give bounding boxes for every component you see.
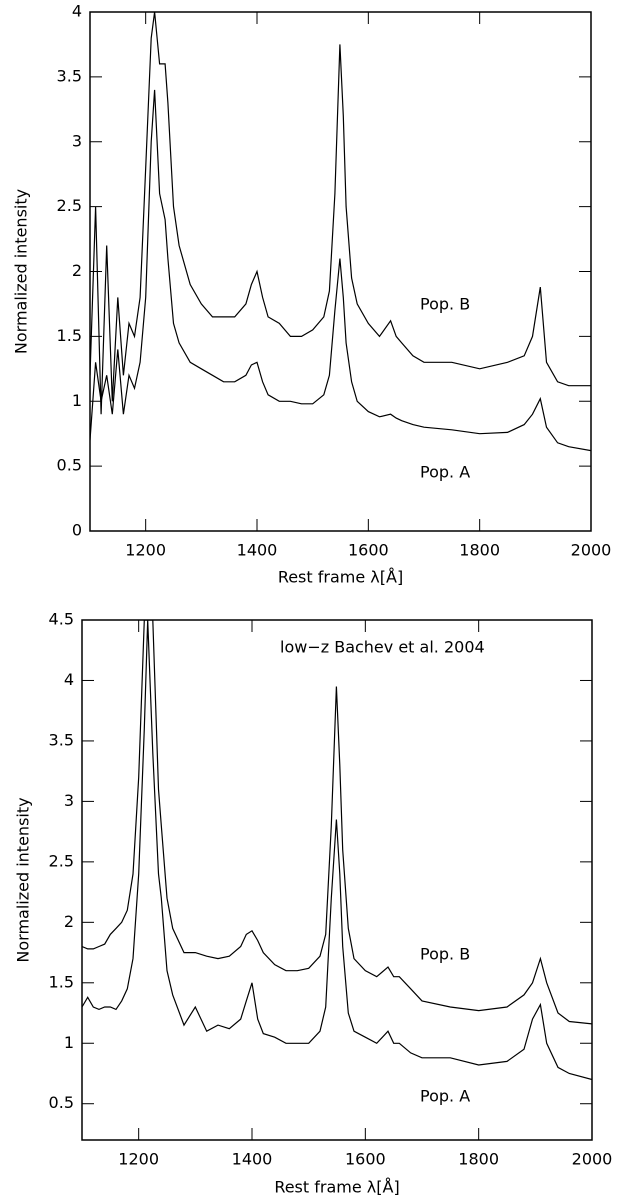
y-tick-label: 1 (72, 391, 82, 410)
y-tick-label: 1.5 (57, 326, 82, 345)
y-tick-label: 0 (72, 521, 82, 540)
y-tick-label: 2.5 (49, 851, 74, 870)
annotation: Pop. B (420, 295, 470, 314)
y-tick-label: 0.5 (57, 456, 82, 475)
x-tick-label: 1800 (458, 1150, 499, 1169)
x-tick-label: 1600 (345, 1150, 386, 1169)
spectrum-line (90, 12, 591, 415)
y-axis-label: Normalized intensity (14, 797, 33, 962)
annotation: Pop. A (420, 1087, 470, 1106)
annotation: Pop. A (420, 463, 470, 482)
x-axis-label: Rest frame λ[Å] (274, 1178, 399, 1197)
annotation: Pop. B (420, 945, 470, 964)
x-tick-label: 1200 (118, 1150, 159, 1169)
spectrum-line (90, 89, 591, 452)
y-tick-label: 4 (64, 670, 74, 689)
x-tick-label: 2000 (571, 541, 612, 560)
y-tick-label: 3 (64, 791, 74, 810)
y-tick-label: 2.5 (57, 196, 82, 215)
y-tick-label: 3 (72, 131, 82, 150)
y-tick-label: 2 (64, 912, 74, 931)
x-tick-label: 1800 (459, 541, 500, 560)
x-tick-label: 1600 (348, 541, 389, 560)
y-tick-label: 2 (72, 261, 82, 280)
y-tick-label: 3.5 (49, 730, 74, 749)
x-tick-label: 2000 (572, 1150, 613, 1169)
spectrum-line (82, 620, 592, 1081)
y-tick-label: 1 (64, 1033, 74, 1052)
x-tick-label: 1400 (232, 1150, 273, 1169)
y-tick-label: 4.5 (49, 610, 74, 629)
y-axis-label: Normalized intensity (12, 189, 31, 354)
x-tick-label: 1400 (237, 541, 278, 560)
x-tick-label: 1200 (125, 541, 166, 560)
spectrum-line (82, 620, 592, 1025)
y-tick-label: 4 (72, 2, 82, 21)
y-tick-label: 3.5 (57, 66, 82, 85)
y-tick-label: 1.5 (49, 972, 74, 991)
x-axis-label: Rest frame λ[Å] (278, 568, 403, 587)
plot-frame (81, 619, 593, 1141)
annotation: low−z Bachev et al. 2004 (280, 638, 485, 657)
y-tick-label: 0.5 (49, 1093, 74, 1112)
